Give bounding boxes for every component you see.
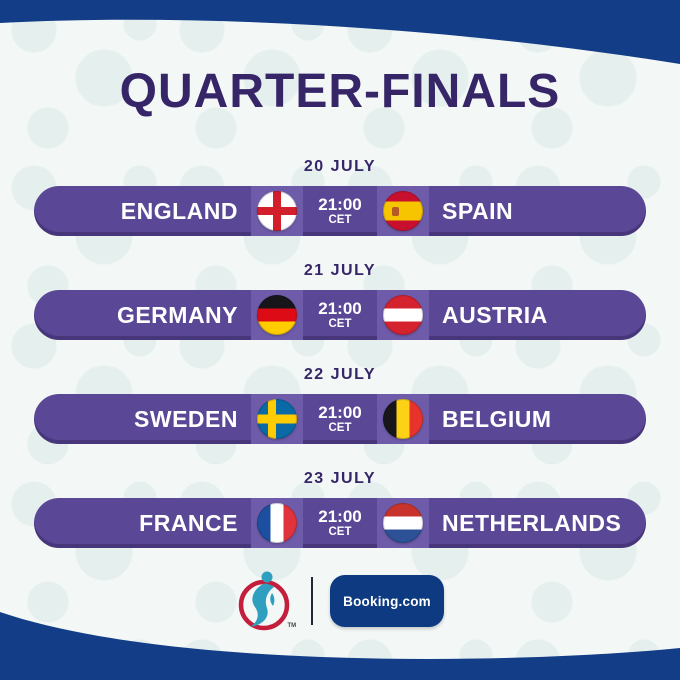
england-flag-icon xyxy=(257,191,297,231)
kickoff-time: 21:00 CET xyxy=(303,394,377,444)
match-date: 22 JULY xyxy=(303,366,377,383)
footer-divider xyxy=(311,577,314,625)
away-team-name: SPAIN xyxy=(442,197,514,224)
match-section-4: 23 JULY FRANCE 21:00 CET NETHERLANDS xyxy=(0,469,680,548)
kickoff-time: 21:00 CET xyxy=(303,498,377,548)
home-flag-band xyxy=(251,394,303,444)
match-date: 21 JULY xyxy=(303,262,377,279)
germany-flag-icon xyxy=(257,295,297,335)
away-flag-band xyxy=(377,186,429,236)
home-team-name: SWEDEN xyxy=(134,405,238,432)
austria-flag-icon xyxy=(383,295,423,335)
trademark-label: TM xyxy=(287,623,297,629)
match-bar: SWEDEN 21:00 CET BELGIUM xyxy=(34,394,646,444)
match-section-2: 21 JULY GERMANY 21:00 CET AUSTRIA xyxy=(0,261,680,340)
trophy-logo-svg xyxy=(238,571,290,631)
away-flag-band xyxy=(377,498,429,548)
bottom-swoosh xyxy=(0,612,680,680)
timezone-label: CET xyxy=(328,213,352,226)
match-bar: ENGLAND 21:00 CET SPAIN xyxy=(34,186,646,236)
spain-flag-icon xyxy=(383,191,423,231)
sweden-flag-icon xyxy=(257,399,297,439)
top-swoosh xyxy=(0,0,680,64)
match-date: 20 JULY xyxy=(303,158,377,175)
time-value: 21:00 xyxy=(318,298,362,318)
away-team-name: AUSTRIA xyxy=(442,301,548,328)
home-team-name: ENGLAND xyxy=(120,197,238,224)
timezone-label: CET xyxy=(328,317,352,330)
home-team-name: GERMANY xyxy=(116,301,238,328)
uefa-womens-euro-trophy-icon: TM xyxy=(236,569,297,633)
match-section-3: 22 JULY SWEDEN 21:00 CET BELGIUM xyxy=(0,365,680,444)
away-flag-band xyxy=(377,290,429,340)
home-flag-band xyxy=(251,290,303,340)
away-team-name: BELGIUM xyxy=(442,405,552,432)
match-bar: GERMANY 21:00 CET AUSTRIA xyxy=(34,290,646,340)
timezone-label: CET xyxy=(328,421,352,434)
time-value: 21:00 xyxy=(318,194,362,214)
kickoff-time: 21:00 CET xyxy=(303,186,377,236)
time-value: 21:00 xyxy=(318,506,362,526)
netherlands-flag-icon xyxy=(383,503,423,543)
page-title: QUARTER-FINALS xyxy=(119,65,561,118)
booking-com-logo: Booking.com xyxy=(330,575,444,627)
home-team-name: FRANCE xyxy=(139,509,238,536)
away-team-name: NETHERLANDS xyxy=(442,509,622,536)
timezone-label: CET xyxy=(328,525,352,538)
time-value: 21:00 xyxy=(318,402,362,422)
footer-logos: TM Booking.com xyxy=(236,569,444,633)
match-section-1: 20 JULY ENGLAND 21:00 CET SPAIN xyxy=(0,157,680,236)
match-date: 23 JULY xyxy=(303,470,377,487)
away-flag-band xyxy=(377,394,429,444)
france-flag-icon xyxy=(257,503,297,543)
home-flag-band xyxy=(251,498,303,548)
belgium-flag-icon xyxy=(383,399,423,439)
kickoff-time: 21:00 CET xyxy=(303,290,377,340)
match-bar: FRANCE 21:00 CET NETHERLANDS xyxy=(34,498,646,548)
home-flag-band xyxy=(251,186,303,236)
